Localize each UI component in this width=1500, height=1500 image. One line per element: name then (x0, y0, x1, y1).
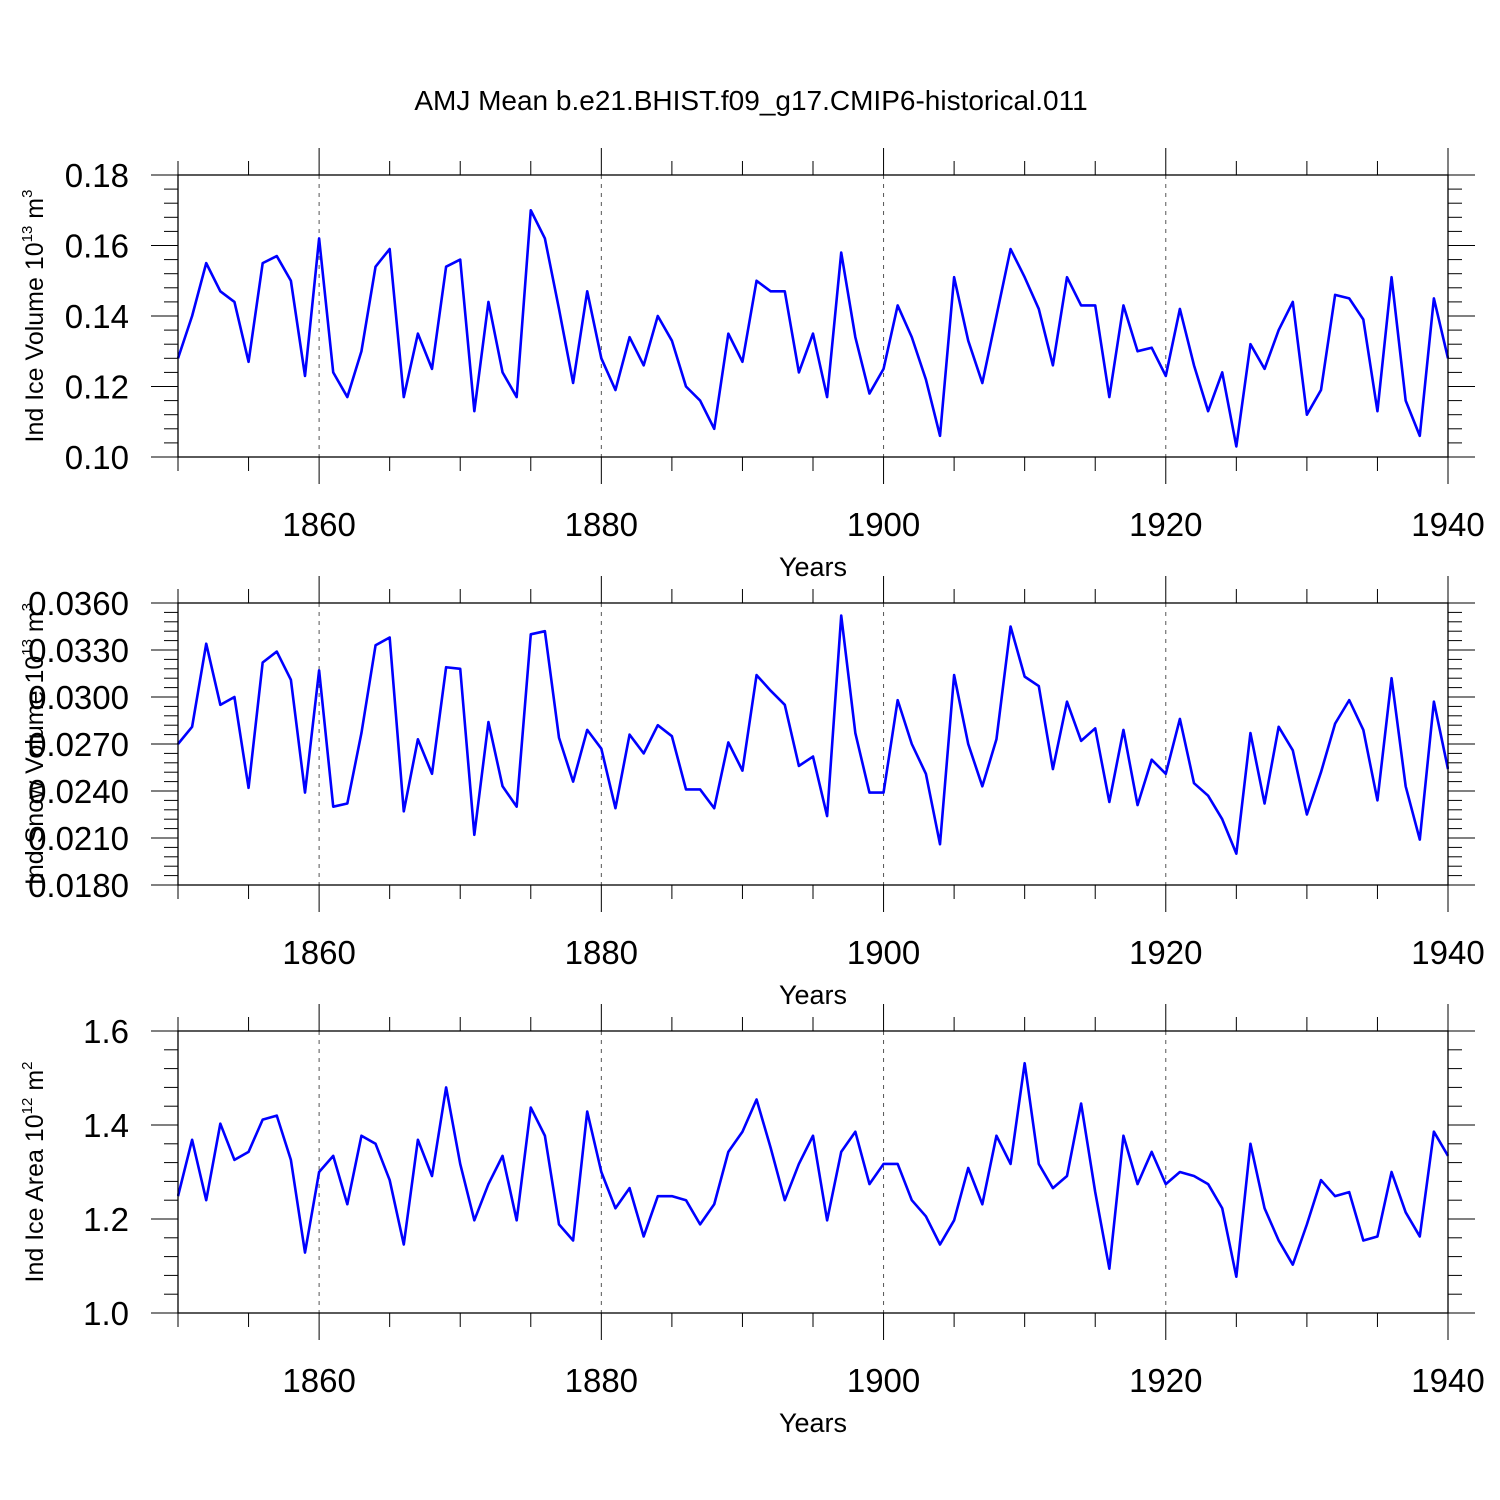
y-tick-label: 0.0240 (28, 773, 129, 810)
x-tick-label: 1920 (1129, 1362, 1202, 1399)
y-tick-label: 0.0360 (28, 585, 129, 622)
y-label-mid: m (21, 1070, 49, 1098)
y-tick-label: 0.14 (65, 298, 129, 335)
panels: 1860 1880 1900 1920 1940 0.10 0.12 0.14 0.16 0.18… (19, 148, 1485, 1438)
y-tick-label: 1.0 (83, 1295, 129, 1332)
x-tick-label: 1860 (282, 1362, 355, 1399)
y-label-sup1: 12 (19, 1098, 36, 1115)
chart-title: AMJ Mean b.e21.BHIST.f09_g17.CMIP6-histo… (414, 85, 1087, 116)
y-tick-label: 0.0210 (28, 820, 129, 857)
y-label-sup2: 2 (19, 1062, 36, 1070)
y-label-main: Ind Snow Volume 10 (21, 656, 49, 885)
x-tick-label: 1860 (282, 506, 355, 543)
y-tick-label: 0.12 (65, 369, 129, 406)
x-tick-label: 1940 (1411, 934, 1484, 971)
y-tick-label: 1.2 (83, 1201, 129, 1238)
x-tick-label: 1860 (282, 934, 355, 971)
y-label-mid: m (21, 198, 49, 226)
series-line (177, 614, 1449, 855)
series-line (177, 1061, 1449, 1279)
y-label-sup1: 13 (19, 226, 36, 243)
series-line (177, 208, 1449, 448)
y-label-main: Ind Ice Volume 10 (21, 242, 49, 442)
x-tick-label: 1900 (847, 934, 920, 971)
x-tick-label: 1900 (847, 1362, 920, 1399)
y-label-sup2: 3 (19, 190, 36, 198)
panel-ind-ice-area: 1860 1880 1900 1920 1940 1.0 1.2 1.4 1.6 Years Ind… (19, 1004, 1485, 1438)
y-label-sup1: 13 (19, 639, 36, 656)
y-tick-label: 0.0300 (28, 679, 129, 716)
x-axis-label: Years (779, 980, 847, 1010)
y-tick-label: 0.0330 (28, 632, 129, 669)
y-axis-label: Ind Ice Area 1012 m2 (19, 1062, 49, 1283)
x-tick-label: 1940 (1411, 506, 1484, 543)
y-label-mid: m (21, 611, 49, 639)
y-tick-label: 0.10 (65, 439, 129, 476)
y-tick-label: 1.4 (83, 1107, 129, 1144)
x-tick-label: 1880 (565, 934, 638, 971)
panel-ind-snow-volume: 1860 1880 1900 1920 1940 0.0180 0.0210 0.0240 0.… (19, 576, 1485, 1010)
y-tick-label: 1.6 (83, 1013, 129, 1050)
x-tick-label: 1920 (1129, 934, 1202, 971)
y-axis-label: Ind Ice Volume 1013 m3 (19, 190, 49, 443)
x-axis-label: Years (779, 1408, 847, 1438)
x-tick-label: 1880 (565, 1362, 638, 1399)
x-tick-label: 1920 (1129, 506, 1202, 543)
x-tick-label: 1880 (565, 506, 638, 543)
x-axis-label: Years (779, 552, 847, 582)
x-tick-label: 1940 (1411, 1362, 1484, 1399)
y-tick-label: 0.18 (65, 157, 129, 194)
y-axis-label: Ind Snow Volume 1013 m3 (19, 603, 49, 885)
y-label-sup2: 3 (19, 603, 36, 611)
x-tick-label: 1900 (847, 506, 920, 543)
panel-ind-ice-volume: 1860 1880 1900 1920 1940 0.10 0.12 0.14 0.16 0.18… (19, 148, 1485, 582)
y-label-main: Ind Ice Area 10 (21, 1114, 49, 1282)
y-tick-label: 0.16 (65, 228, 129, 265)
y-tick-label: 0.0180 (28, 867, 129, 904)
y-tick-label: 0.0270 (28, 726, 129, 763)
